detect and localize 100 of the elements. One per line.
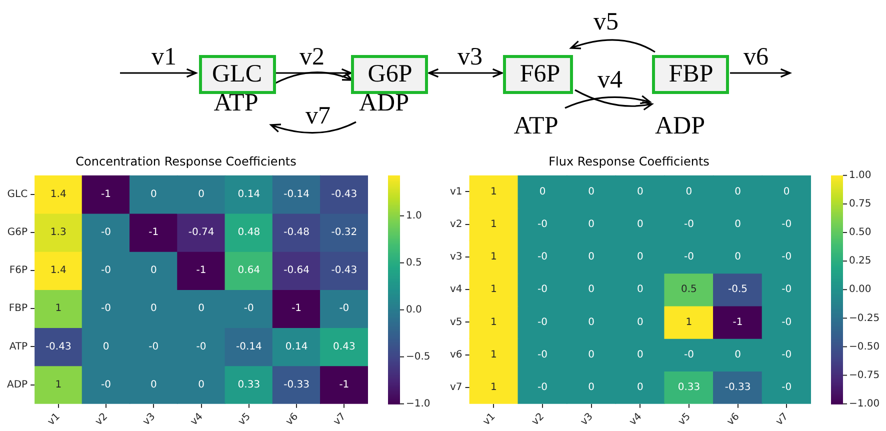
y-tick-label: v1 [450, 186, 462, 198]
data-label: -0 [782, 284, 792, 296]
data-label: -0 [538, 316, 548, 328]
x-tick-label: v7 [774, 411, 791, 428]
data-label: 0 [588, 349, 595, 360]
y-tick-label: v7 [450, 382, 462, 394]
data-label: -1 [101, 189, 112, 200]
data-label: 0.33 [678, 382, 700, 394]
y-tick-label: v2 [450, 218, 462, 230]
data-label: 1 [490, 382, 497, 394]
color-bar-label: −0.50 [849, 341, 880, 352]
text: F6P [520, 60, 560, 88]
data-label: 0 [150, 303, 157, 314]
data-label: 0 [150, 379, 157, 390]
text: v5 [594, 8, 618, 36]
y-tick-label: GLC [7, 189, 28, 200]
data-label: 0 [198, 303, 204, 314]
data-label: 0 [588, 316, 595, 328]
data-label: -0 [684, 252, 694, 263]
data-label: 1 [55, 303, 62, 314]
data-label: 0 [198, 189, 204, 200]
data-label: -0.14 [236, 341, 262, 352]
data-label: -0 [684, 349, 694, 360]
data-label: -0.64 [284, 265, 310, 276]
data-label: 0 [588, 218, 595, 230]
text: ATP [514, 112, 558, 140]
data-label: 0.43 [333, 341, 356, 352]
data-label: 0 [636, 316, 644, 328]
data-label: 1 [490, 218, 497, 230]
data-label: 0 [636, 252, 644, 263]
data-label: 0 [636, 284, 644, 296]
data-label: -0.14 [284, 189, 310, 200]
text: ATP [214, 90, 258, 116]
y-tick-label: F6P [9, 265, 28, 276]
data-label: 0 [636, 349, 644, 360]
data-label: -0 [684, 218, 694, 230]
data-label: 0 [150, 189, 157, 200]
color-bar-label: 1.00 [849, 170, 872, 181]
data-label: 0 [636, 218, 644, 230]
color-bar-label: −0.5 [406, 351, 430, 362]
data-label: -0.48 [284, 227, 310, 238]
data-label: 0.5 [681, 284, 697, 296]
data-label: 1.4 [50, 265, 66, 276]
data-label: -0 [101, 303, 112, 314]
data-label: 0 [588, 284, 595, 296]
data-label: -0 [782, 252, 792, 263]
data-label: 0 [636, 186, 644, 198]
y-tick-label: G6P [7, 227, 28, 238]
data-label: -0 [538, 218, 548, 230]
x-tick-label: v3 [141, 411, 158, 428]
data-label: -0 [782, 382, 792, 394]
data-label: -0 [148, 341, 159, 352]
data-label: -0.43 [45, 341, 72, 352]
data-label: -0 [196, 341, 206, 352]
text: v4 [598, 66, 622, 94]
text: ADP [358, 90, 410, 116]
data-label: 1 [55, 379, 62, 390]
data-label: -0.74 [188, 227, 214, 238]
data-label: -0.43 [331, 189, 358, 200]
data-label: -0.33 [724, 382, 751, 394]
data-label: -1 [732, 316, 743, 328]
x-tick-label: v1 [46, 411, 62, 428]
data-label: 0 [588, 382, 595, 394]
data-label: 0 [102, 341, 110, 352]
data-label: 0.33 [238, 379, 260, 390]
data-label: -1 [196, 265, 206, 276]
text: ADP [654, 112, 706, 140]
x-tick-label: v4 [628, 411, 644, 428]
x-tick-label: v6 [725, 411, 742, 428]
color-bar-label: 1.0 [406, 210, 422, 222]
data-label: 0.64 [238, 265, 260, 276]
text: GLC [212, 60, 262, 88]
data-label: 0 [734, 349, 741, 360]
x-tick-label: v6 [284, 411, 301, 428]
data-label: -0.32 [331, 227, 358, 238]
data-label: -0 [782, 218, 792, 230]
color-bar-label: 0.50 [849, 227, 872, 238]
data-label: -0 [339, 303, 350, 314]
data-label: -0 [538, 284, 548, 296]
data-label: -0.43 [331, 265, 358, 276]
data-label: -0.5 [728, 284, 748, 296]
data-label: 0 [588, 186, 595, 198]
data-label: 0.48 [238, 227, 260, 238]
data-label: -0 [244, 303, 254, 314]
data-label: 0 [734, 218, 741, 230]
data-label: 1 [490, 284, 497, 296]
data-label: -0 [782, 316, 792, 328]
data-label: 0 [783, 186, 790, 198]
color-bar-label: −1.00 [849, 398, 880, 410]
data-label: -1 [148, 227, 159, 238]
y-tick-label: v3 [450, 252, 462, 263]
text: v6 [744, 44, 768, 70]
data-label: -0 [101, 379, 112, 390]
x-tick-label: v5 [236, 411, 253, 428]
data-label: 0.14 [285, 341, 308, 352]
color-bar-label: 0.75 [849, 198, 872, 210]
x-tick-label: v7 [332, 411, 348, 428]
color-bar-label: −0.25 [849, 312, 880, 324]
x-tick-label: v2 [530, 411, 546, 428]
data-label: 0 [588, 252, 595, 263]
